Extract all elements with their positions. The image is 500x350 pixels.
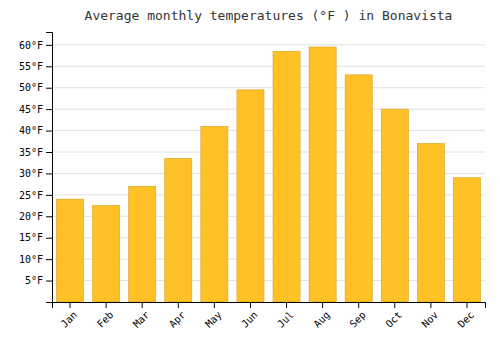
x-tick: Nov xyxy=(420,302,441,330)
y-tick: 20°F xyxy=(19,211,52,222)
x-tick: Aug xyxy=(311,302,332,330)
y-tick-mark xyxy=(46,45,52,46)
x-tick-mark xyxy=(250,302,251,308)
y-tick: 15°F xyxy=(19,232,52,243)
grid-line xyxy=(52,87,485,88)
y-tick-label: 40°F xyxy=(19,125,43,136)
bar xyxy=(57,199,84,302)
y-tick: 5°F xyxy=(25,275,52,286)
x-tick-label: Nov xyxy=(420,309,441,330)
bar xyxy=(93,206,120,302)
y-tick-label: 10°F xyxy=(19,254,43,265)
y-tick-mark xyxy=(46,238,52,239)
y-tick-mark xyxy=(46,281,52,282)
bar xyxy=(309,47,336,302)
title: Average monthly temperatures (°F ) in Bo… xyxy=(85,8,453,23)
y-axis: 5°F 10°F 15°F 20°F 25°F 30°F 35°F 40°F 45°F 50°F 5… xyxy=(19,33,53,303)
x-tick: Jan xyxy=(59,302,80,330)
x-tick-label: Feb xyxy=(95,309,116,330)
y-tick-label: 25°F xyxy=(19,190,43,201)
y-tick-mark xyxy=(46,195,52,196)
x-axis-line xyxy=(53,303,486,309)
x-tick-label: Aug xyxy=(311,309,332,330)
y-tick: 50°F xyxy=(19,82,52,93)
bar xyxy=(417,143,444,302)
y-tick-mark xyxy=(46,259,52,260)
y-tick-mark xyxy=(46,88,52,89)
y-tick-label: 55°F xyxy=(19,61,43,72)
y-tick-mark xyxy=(46,173,52,174)
y-axis-line xyxy=(46,33,53,303)
y-tick-mark xyxy=(46,152,52,153)
y-tick: 30°F xyxy=(19,168,52,179)
x-tick-mark xyxy=(214,302,215,308)
x-tick-label: Apr xyxy=(167,309,188,330)
x-tick: Apr xyxy=(167,302,188,330)
y-tick-label: 5°F xyxy=(25,275,43,286)
grid-line xyxy=(52,109,485,110)
x-tick-mark xyxy=(322,302,323,308)
x-tick-label: Jan xyxy=(59,309,80,330)
grid-line xyxy=(52,130,485,131)
bar xyxy=(129,186,156,302)
grid-line xyxy=(52,66,485,67)
x-tick: Jul xyxy=(275,302,296,330)
x-tick-mark xyxy=(394,302,395,308)
bars xyxy=(57,47,481,302)
chart: 5°F 10°F 15°F 20°F 25°F 30°F 35°F 40°F 45°F 50°F 5… xyxy=(0,0,500,350)
x-tick: May xyxy=(203,302,224,330)
bar xyxy=(273,51,300,302)
y-tick-label: 60°F xyxy=(19,40,43,51)
bar xyxy=(237,90,264,302)
y-tick: 40°F xyxy=(19,125,52,136)
y-tick-label: 50°F xyxy=(19,82,43,93)
y-tick-label: 20°F xyxy=(19,211,43,222)
y-tick: 10°F xyxy=(19,254,52,265)
x-tick-mark xyxy=(106,302,107,308)
y-tick-mark xyxy=(46,66,52,67)
x-tick-mark xyxy=(142,302,143,308)
y-tick: 35°F xyxy=(19,147,52,158)
x-tick-mark xyxy=(286,302,287,308)
x-tick: Sep xyxy=(347,302,368,330)
x-axis: Jan Feb Mar Apr May Jun Jul Aug Sep Oct Nov Dec xyxy=(53,302,486,330)
x-tick-mark xyxy=(466,302,467,308)
bar xyxy=(165,158,192,302)
x-tick: Mar xyxy=(131,302,152,330)
x-tick-label: May xyxy=(203,309,224,330)
x-tick: Jun xyxy=(239,302,260,330)
x-tick: Dec xyxy=(456,302,477,330)
x-tick-label: Sep xyxy=(347,309,368,330)
x-tick-mark xyxy=(358,302,359,308)
x-tick-mark xyxy=(430,302,431,308)
y-tick-mark xyxy=(46,109,52,110)
y-tick-label: 45°F xyxy=(19,104,43,115)
x-tick-label: Oct xyxy=(383,309,404,330)
bar xyxy=(381,109,408,302)
bar xyxy=(453,178,480,302)
x-tick-label: Mar xyxy=(131,309,152,330)
bar xyxy=(345,75,372,302)
y-tick-label: 15°F xyxy=(19,232,43,243)
y-tick: 60°F xyxy=(19,40,52,51)
x-tick: Feb xyxy=(95,302,116,330)
x-tick-label: Jul xyxy=(275,309,296,330)
y-tick: 45°F xyxy=(19,104,52,115)
x-tick-label: Jun xyxy=(239,309,260,330)
y-tick: 55°F xyxy=(19,61,52,72)
x-tick-mark xyxy=(70,302,71,308)
plot: 5°F 10°F 15°F 20°F 25°F 30°F 35°F 40°F 45°F 50°F 5… xyxy=(19,33,486,330)
y-tick-mark xyxy=(46,131,52,132)
y-tick: 25°F xyxy=(19,190,52,201)
bar xyxy=(201,126,228,302)
y-tick-label: 30°F xyxy=(19,168,43,179)
x-tick-label: Dec xyxy=(456,309,477,330)
grid-line xyxy=(52,44,485,45)
y-tick-mark xyxy=(46,216,52,217)
x-tick-mark xyxy=(178,302,179,308)
y-tick-label: 35°F xyxy=(19,147,43,158)
x-tick: Oct xyxy=(383,302,404,330)
